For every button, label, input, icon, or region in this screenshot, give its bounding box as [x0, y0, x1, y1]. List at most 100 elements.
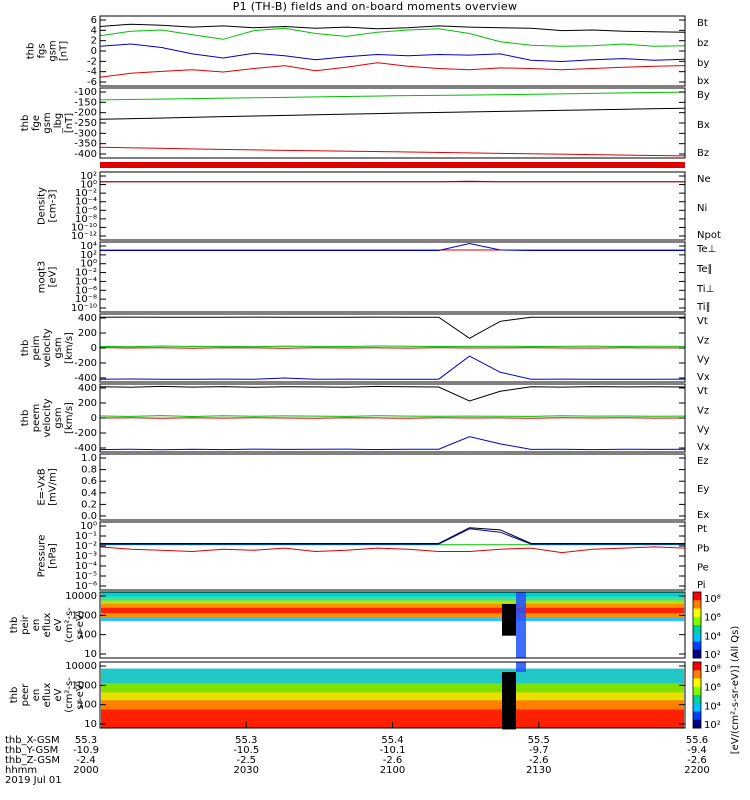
colorbar-tick-label: 10² — [704, 650, 721, 661]
data-gap — [502, 604, 516, 636]
x-tick-label-z: -2.6 — [687, 755, 707, 766]
legend-label-te∥: Te∥ — [696, 264, 713, 275]
y-tick-label: 1000 — [72, 680, 97, 691]
panel-density — [99, 171, 686, 241]
y-axis-label: Pressure — [37, 535, 48, 578]
y-tick-label: 100 — [78, 700, 97, 711]
series-line-black — [100, 527, 685, 544]
y-tick-label: 10⁻¹⁰ — [71, 303, 97, 314]
legend-label-ti⊥: Ti⊥ — [696, 284, 714, 295]
y-tick-label: 10⁻¹⁰ — [71, 222, 97, 233]
panel-peir_en_eflux — [99, 591, 702, 659]
colorbar-tick-label: 10⁶ — [704, 613, 721, 624]
legend-label-ni: Ni — [697, 203, 707, 214]
series-line-blue — [99, 355, 686, 380]
colorbar-segment — [693, 633, 701, 642]
data-gap — [502, 672, 516, 730]
legend-label-bt: Bt — [697, 18, 708, 29]
series-line-red — [99, 417, 686, 419]
series-line-red — [99, 347, 686, 349]
legend-label-pb: Pb — [697, 543, 709, 554]
y-axis-label: thb — [9, 617, 20, 634]
y-axis-label: eV — [53, 618, 64, 631]
y-tick-label: 1.0 — [81, 453, 97, 464]
y-tick-label: 0.8 — [81, 465, 97, 476]
spectrogram-band — [101, 592, 684, 598]
colorbar-frame — [692, 661, 702, 729]
y-tick-label: 4 — [91, 25, 97, 36]
series-line-black — [99, 107, 686, 120]
legend-label-bx: bx — [697, 76, 709, 87]
colorbar-segment — [693, 686, 701, 696]
legend-label-vt: Vt — [697, 316, 708, 327]
colorbar-segment — [693, 649, 701, 659]
y-tick-label: -300 — [74, 128, 97, 139]
panel-frame — [99, 171, 686, 241]
colorbar-tick-label: 10⁴ — [704, 701, 721, 712]
y-axis-label: [km/s] — [64, 402, 75, 434]
legend-label-vz: Vz — [697, 335, 709, 346]
legend-label-bx: Bx — [697, 120, 710, 131]
y-tick-label: 6 — [91, 15, 97, 26]
y-axis-label: [eV] — [48, 267, 59, 288]
x-tick-label-x: 55.3 — [75, 735, 97, 746]
colorbar-segment — [693, 662, 701, 671]
y-tick-label: 0.6 — [81, 476, 97, 487]
y-axis-label: _lbg — [53, 113, 64, 134]
series-line-black — [99, 316, 685, 339]
spectrogram-band — [101, 607, 684, 614]
y-axis-label: [nT] — [59, 41, 70, 61]
y-tick-label: 1000 — [72, 610, 97, 621]
colorbar-label: [eV/(cm²-s-sr-eV)] (All Qs) — [730, 626, 741, 755]
y-tick-label: -200 — [74, 358, 97, 369]
y-tick-label: -200 — [74, 108, 97, 119]
legend-label-vy: Vy — [697, 425, 710, 436]
spectrogram-band — [101, 617, 684, 622]
y-tick-label: 10⁻⁵ — [75, 571, 97, 582]
series-line-blue — [99, 43, 686, 63]
y-tick-label: 10⁻⁴ — [75, 561, 97, 572]
y-tick-label: 10² — [80, 171, 97, 182]
y-axis-label: (cm²-s- — [64, 607, 75, 643]
colorbar-tick-label: 10⁸ — [704, 664, 721, 675]
panel-frame — [99, 241, 686, 313]
panel-pressure — [99, 521, 686, 591]
y-tick-label: 10⁻⁴ — [75, 276, 97, 287]
series-line-green — [99, 91, 686, 101]
y-tick-label: -4 — [87, 67, 97, 78]
x-row-label: 2019 Jul 01 — [5, 775, 62, 786]
y-tick-label: 10000 — [65, 661, 97, 672]
colorbar-segment — [693, 678, 701, 688]
y-tick-label: 10⁻² — [75, 188, 97, 199]
spectrogram-band — [101, 600, 684, 605]
series-line-green — [99, 415, 686, 418]
x-tick-label-hhmm: 2030 — [234, 765, 259, 776]
y-axis-label: en — [31, 619, 42, 632]
y-tick-label: -2 — [87, 56, 97, 67]
colorbar-segment — [693, 608, 701, 618]
y-tick-label: 0 — [91, 46, 97, 57]
legend-label-vy: Vy — [697, 355, 710, 366]
legend-label-ti∥: Ti∥ — [696, 302, 711, 313]
y-axis-label: thb — [20, 410, 31, 427]
y-tick-label: 10⁻⁶ — [75, 205, 97, 216]
x-row-label: hhmm — [5, 765, 37, 776]
burst-feature — [516, 592, 526, 658]
y-axis-label: [cm-3] — [48, 189, 59, 222]
y-tick-label: 10⁻¹ — [75, 531, 97, 542]
x-tick-label-hhmm: 2200 — [684, 765, 709, 776]
x-tick-label-z: -2.6 — [529, 755, 549, 766]
spectrogram-band — [101, 692, 684, 701]
y-axis-label: eflux — [42, 683, 53, 708]
status-bar — [100, 162, 685, 168]
panel-fge_gsm_lbg — [99, 87, 686, 159]
y-tick-label: -150 — [74, 97, 97, 108]
series-line-blue — [100, 528, 685, 545]
y-tick-label: 10⁻⁸ — [75, 214, 97, 225]
y-tick-label: 0.0 — [81, 511, 97, 522]
y-axis-label: thb — [20, 340, 31, 357]
y-tick-label: 10⁻⁴ — [75, 197, 97, 208]
legend-label-vx: Vx — [697, 442, 710, 453]
series-line-black — [99, 23, 686, 33]
